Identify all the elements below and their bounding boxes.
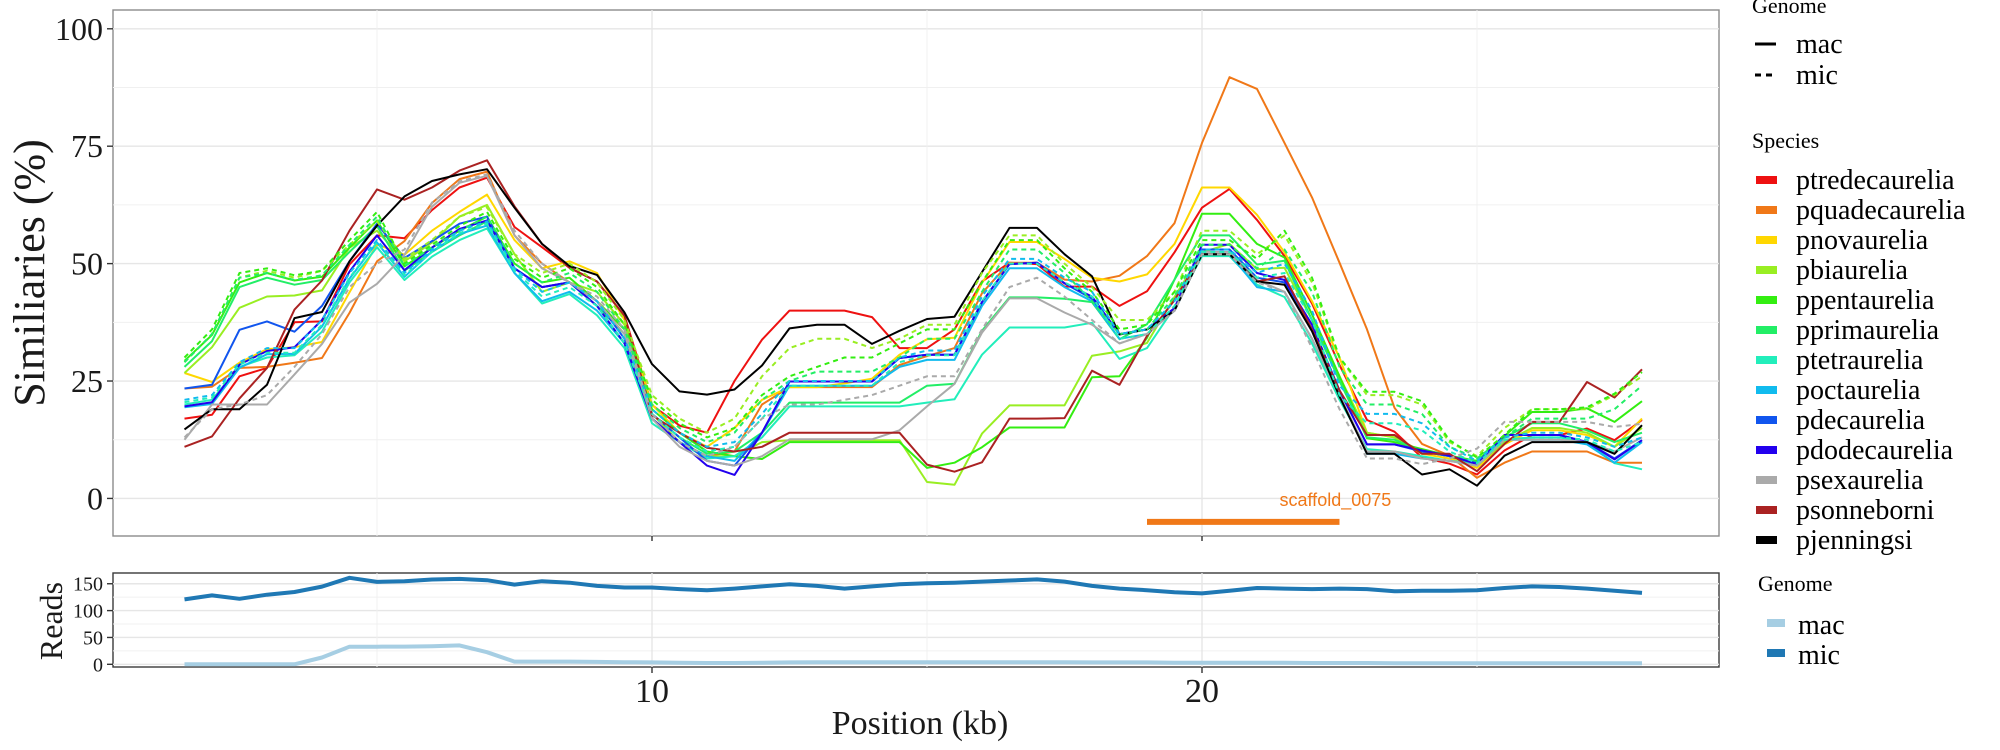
x-axis-ticks: 10 20: [635, 667, 1219, 710]
legend-key-ptetraurelia: [1756, 356, 1777, 364]
x-tick-label: 20: [1185, 673, 1219, 710]
legend-label-pprimaurelia: pprimaurelia: [1796, 315, 1940, 346]
series-line-pprimaurelia-mic: [183, 215, 1643, 460]
reads-y-ticks: 0 50 100 150: [73, 574, 113, 676]
series-line-poctaurelia-mac: [184, 224, 1643, 467]
similarity-panel: scaffold_0075 0 25 50 75 100 Similiaries (%): [5, 9, 1720, 541]
reads-legend-mac-label: mac: [1798, 610, 1845, 641]
legend-label-ppentaurelia: ppentaurelia: [1796, 285, 1935, 316]
y-tick-label: 50: [83, 627, 103, 649]
legend-mac-label: mac: [1796, 29, 1843, 60]
legend-key-psonneborni: [1756, 506, 1777, 514]
legend-label-ptredecaurelia: ptredecaurelia: [1796, 165, 1955, 196]
series-line-psexaurelia-mic: [183, 173, 1643, 466]
legend-label-pnovaurelia: pnovaurelia: [1796, 225, 1929, 256]
series-line-ptetraurelia-mic: [184, 222, 1643, 465]
reads-line-mic: [184, 575, 1643, 602]
x-axis-title: Position (kb): [832, 705, 1009, 742]
legend-label-poctaurelia: poctaurelia: [1796, 375, 1921, 406]
reads-legend-title: Genome: [1758, 571, 1833, 596]
series-line-ppentaurelia-mic: [183, 210, 1643, 459]
reads-series: [184, 575, 1643, 667]
legend-key-ppentaurelia: [1756, 296, 1777, 304]
reads-plot-area: [112, 572, 1720, 668]
y-tick-label: 50: [71, 246, 103, 282]
series-line-poctaurelia-mic: [184, 220, 1643, 462]
reads-legend-mac-key: [1767, 619, 1785, 627]
reads-legend: Genome mac mic: [1758, 571, 1845, 671]
y-tick-label: 100: [73, 601, 103, 623]
legend-key-pdodecaurelia: [1756, 446, 1777, 454]
legend-key-poctaurelia: [1756, 386, 1777, 394]
legend-label-psexaurelia: psexaurelia: [1796, 465, 1924, 496]
legend-label-pdodecaurelia: pdodecaurelia: [1796, 435, 1954, 466]
similarity-y-ticks: 0 25 50 75 100: [55, 11, 113, 516]
series-line-pbiaurelia-mac: [183, 203, 1643, 486]
similarity-legend: Genome mac mic Species ptredecaureliapqu…: [1752, 0, 1966, 556]
scaffold-label: scaffold_0075: [1280, 490, 1392, 511]
legend-key-pdecaurelia: [1756, 416, 1777, 424]
legend-mic-label: mic: [1796, 60, 1838, 91]
legend-label-pbiaurelia: pbiaurelia: [1796, 255, 1909, 286]
series-line-pjenningsi-mac: [183, 168, 1643, 487]
reads-panel: 0 50 100 150 10 20 Reads Position (kb): [33, 572, 1720, 742]
species-legend-items: ptredecaureliapquadecaureliapnovaureliap…: [1756, 165, 1966, 556]
legend-key-pquadecaurelia: [1756, 206, 1777, 214]
y-tick-label: 0: [93, 654, 103, 676]
series-line-pdodecaurelia-mac: [184, 219, 1643, 476]
reads-legend-mic-label: mic: [1798, 640, 1840, 671]
legend-key-pprimaurelia: [1756, 326, 1777, 334]
y-tick-label: 100: [55, 11, 103, 47]
legend-key-psexaurelia: [1756, 476, 1777, 484]
series-line-psonneborni-mac: [184, 159, 1643, 473]
legend-label-psonneborni: psonneborni: [1796, 495, 1935, 526]
reads-line-mac: [184, 643, 1642, 667]
similarity-gridlines: [113, 10, 1719, 541]
y-tick-label: 75: [71, 128, 103, 164]
reads-y-axis-title: Reads: [33, 582, 69, 660]
y-tick-label: 0: [87, 480, 103, 516]
series-line-psexaurelia-mac: [183, 174, 1643, 467]
legend-genome-title: Genome: [1752, 0, 1827, 18]
legend-key-pjenningsi: [1756, 536, 1777, 544]
legend-species-title: Species: [1752, 128, 1819, 153]
legend-key-ptredecaurelia: [1756, 176, 1777, 184]
scaffold-annotation: scaffold_0075: [1147, 490, 1392, 525]
x-tick-label: 10: [635, 673, 669, 710]
y-tick-label: 25: [71, 363, 103, 399]
legend-key-pbiaurelia: [1756, 266, 1777, 274]
legend-label-pdecaurelia: pdecaurelia: [1796, 405, 1926, 436]
y-tick-label: 150: [73, 574, 103, 596]
similarity-y-axis-title: Similiaries (%): [5, 139, 54, 407]
reads-legend-mic-key: [1767, 649, 1785, 657]
similarity-series: [183, 76, 1643, 487]
legend-label-pjenningsi: pjenningsi: [1796, 525, 1913, 556]
legend-label-pquadecaurelia: pquadecaurelia: [1796, 195, 1966, 226]
series-line-pbiaurelia-mic: [183, 206, 1643, 458]
legend-label-ptetraurelia: ptetraurelia: [1796, 345, 1924, 376]
legend-key-pnovaurelia: [1756, 236, 1777, 244]
